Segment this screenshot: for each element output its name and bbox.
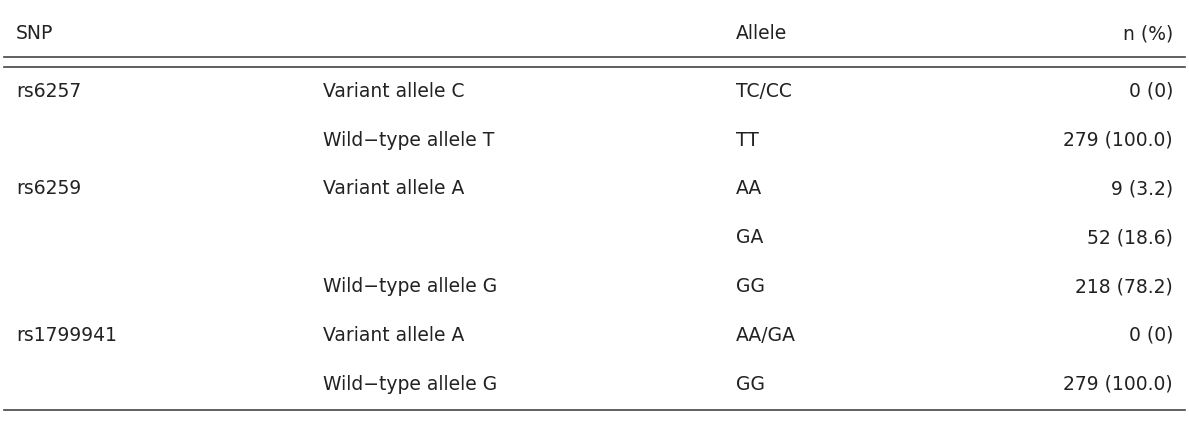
Text: n (%): n (%) [1122,24,1174,43]
Text: 0 (0): 0 (0) [1128,82,1174,101]
Text: Variant allele C: Variant allele C [323,82,465,101]
Text: SNP: SNP [15,24,54,43]
Text: rs6257: rs6257 [15,82,81,101]
Text: Wild−type allele G: Wild−type allele G [323,375,497,394]
Text: Wild−type allele G: Wild−type allele G [323,277,497,296]
Text: rs1799941: rs1799941 [15,326,117,345]
Text: 218 (78.2): 218 (78.2) [1075,277,1174,296]
Text: TC/CC: TC/CC [736,82,792,101]
Text: Variant allele A: Variant allele A [323,179,465,198]
Text: GA: GA [736,228,763,247]
Text: 279 (100.0): 279 (100.0) [1063,375,1174,394]
Text: AA: AA [736,179,762,198]
Text: 52 (18.6): 52 (18.6) [1087,228,1174,247]
Text: AA/GA: AA/GA [736,326,797,345]
Text: TT: TT [736,131,759,149]
Text: Variant allele A: Variant allele A [323,326,465,345]
Text: 279 (100.0): 279 (100.0) [1063,131,1174,149]
Text: GG: GG [736,277,766,296]
Text: Allele: Allele [736,24,787,43]
Text: 0 (0): 0 (0) [1128,326,1174,345]
Text: GG: GG [736,375,766,394]
Text: 9 (3.2): 9 (3.2) [1111,179,1174,198]
Text: rs6259: rs6259 [15,179,81,198]
Text: Wild−type allele T: Wild−type allele T [323,131,495,149]
